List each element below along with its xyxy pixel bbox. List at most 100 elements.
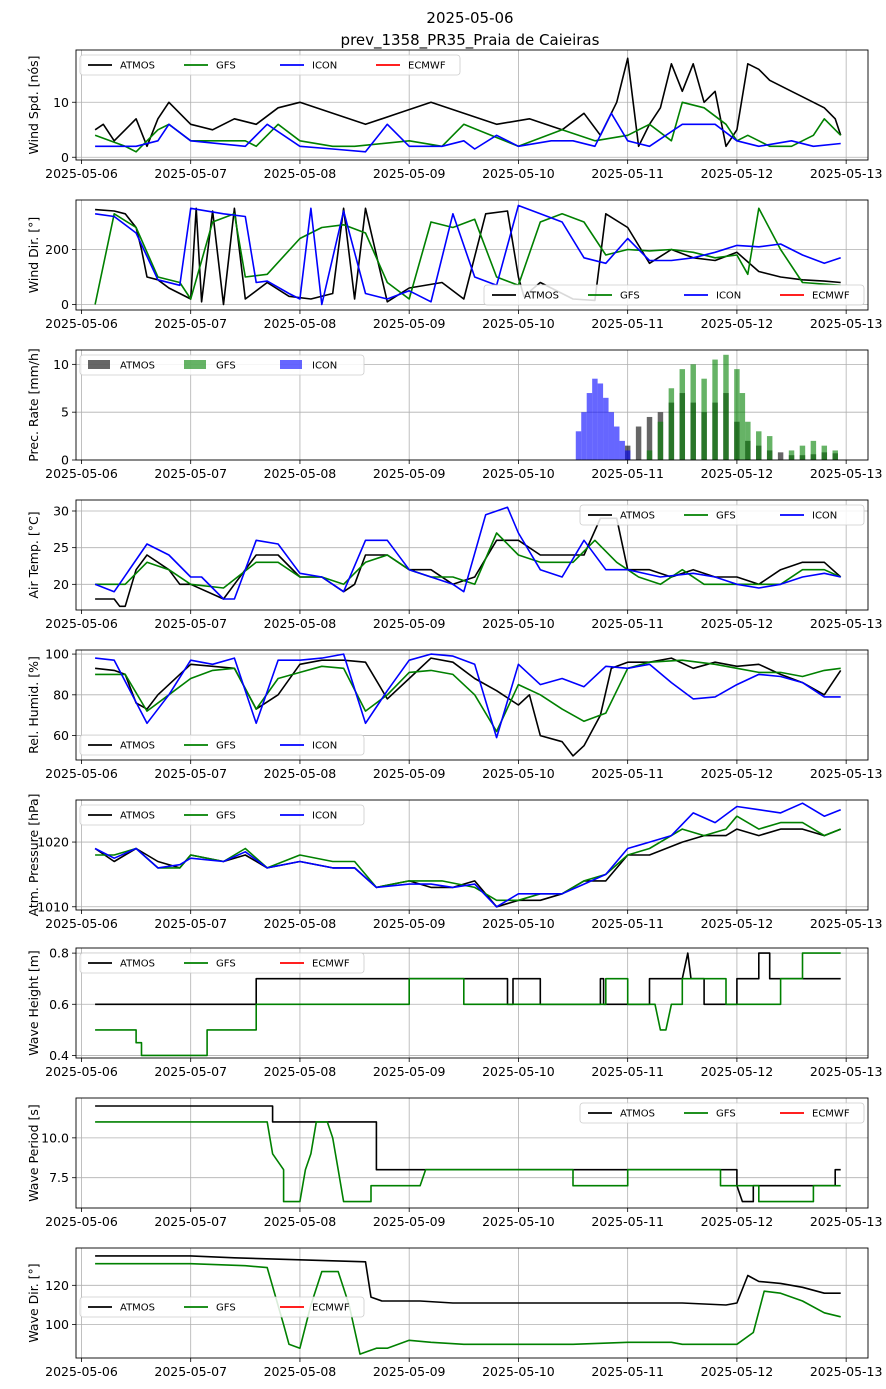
y-axis-label: Wind Spd. [nós] — [26, 56, 41, 155]
x-tick-label: 2025-05-10 — [482, 916, 555, 931]
panel-press: 2025-05-06 2025-05-07 2025-05-08 2025-05-09… — [26, 793, 882, 931]
y-tick-label: 100 — [45, 647, 69, 662]
x-tick-label: 2025-05-08 — [264, 316, 337, 331]
series-line-icon — [94, 506, 841, 600]
series-group — [94, 506, 842, 608]
legend-box — [483, 284, 865, 306]
legend-label-atmos: ATMOS — [120, 741, 155, 752]
series-group — [575, 354, 838, 460]
legend-label-gfs: GFS — [216, 361, 236, 372]
legend-label-atmos: ATMOS — [620, 511, 655, 522]
bar-icon — [597, 383, 604, 460]
bar-gfs — [810, 440, 817, 460]
panel-wdirw: 2025-05-06 2025-05-07 2025-05-08 2025-05-09… — [26, 1247, 882, 1379]
legend-label-atmos: ATMOS — [120, 361, 155, 372]
x-tick-label: 2025-05-13 — [810, 766, 883, 781]
legend-swatch-gfs — [184, 360, 206, 369]
figure-title-date: 2025-05-06 — [426, 9, 513, 27]
x-tick-label: 2025-05-06 — [45, 466, 118, 481]
x-tick-label: 2025-05-06 — [45, 616, 118, 631]
x-tick-label: 2025-05-07 — [154, 1064, 227, 1079]
bar-icon — [581, 412, 587, 460]
axes-frame — [75, 349, 869, 461]
legend: ATMOS GFS ICON ECMWF — [79, 54, 461, 76]
x-tick-label: 2025-05-12 — [701, 1214, 774, 1229]
bar-icon — [603, 397, 609, 460]
x-tick-label: 2025-05-13 — [810, 1214, 883, 1229]
series-line-gfs — [95, 659, 841, 733]
x-tick-label: 2025-05-07 — [154, 1364, 227, 1379]
series-line-atmos — [94, 57, 842, 148]
x-tick-label: 2025-05-06 — [45, 766, 118, 781]
legend: ATMOS GFS ECMWF — [579, 1102, 865, 1124]
axes-frame — [75, 499, 869, 611]
x-tick-label: 2025-05-06 — [45, 1214, 118, 1229]
bar-gfs — [832, 450, 838, 460]
y-axis-label: Air Temp. [°C] — [26, 511, 41, 598]
y-tick-label: 10.0 — [41, 1130, 69, 1145]
legend-label-atmos: ATMOS — [120, 811, 155, 822]
axes-frame — [75, 799, 869, 911]
x-tick-label: 2025-05-10 — [482, 1064, 555, 1079]
x-tick-label: 2025-05-09 — [373, 616, 446, 631]
legend-label-gfs: GFS — [716, 1109, 736, 1120]
legend-label-icon: ICON — [312, 811, 337, 822]
legend-label-gfs: GFS — [216, 61, 236, 72]
legend-label-gfs: GFS — [216, 1303, 236, 1314]
y-tick-label: 1020 — [37, 835, 69, 850]
y-tick-label: 0.6 — [49, 997, 69, 1012]
legend-label-gfs: GFS — [216, 741, 236, 752]
bar-gfs — [701, 378, 707, 460]
legend-label-icon: ICON — [812, 511, 837, 522]
bar-icon — [586, 393, 593, 460]
legend: ATMOS GFS ICON — [579, 504, 865, 526]
bar-gfs — [788, 450, 795, 460]
x-tick-label: 2025-05-11 — [591, 466, 664, 481]
x-tick-label: 2025-05-06 — [45, 1364, 118, 1379]
x-tick-label: 2025-05-09 — [373, 1064, 446, 1079]
series-group — [95, 653, 842, 757]
axes-frame — [75, 1097, 869, 1209]
bar-gfs — [756, 431, 762, 460]
y-axis-label: Atm. Pressure [hPa] — [26, 793, 41, 916]
legend: ATMOS GFS ICON — [79, 354, 365, 376]
bar-icon — [624, 450, 631, 460]
legend-box — [579, 504, 865, 526]
x-tick-label: 2025-05-12 — [701, 466, 774, 481]
legend-box — [79, 952, 365, 974]
legend-swatch-icon — [280, 360, 302, 369]
x-tick-label: 2025-05-08 — [264, 1214, 337, 1229]
legend-label-gfs: GFS — [216, 811, 236, 822]
x-tick-label: 2025-05-07 — [154, 916, 227, 931]
legend: ATMOS GFS ECMWF — [79, 952, 365, 974]
x-tick-label: 2025-05-09 — [373, 766, 446, 781]
panel-temp: 2025-05-06 2025-05-07 2025-05-08 2025-05-09… — [26, 499, 882, 631]
figure-title-station: prev_1358_PR35_Praia de Caieiras — [341, 31, 600, 50]
series-line-gfs — [95, 952, 841, 1057]
bar-icon — [614, 426, 620, 460]
bar-gfs — [712, 359, 718, 460]
x-tick-label: 2025-05-11 — [591, 616, 664, 631]
y-tick-label: 80 — [53, 687, 69, 702]
y-axis-label: Wave Dir. [°] — [26, 1263, 41, 1342]
legend-box — [79, 734, 365, 756]
bar-gfs — [799, 445, 806, 460]
bar-gfs — [734, 369, 740, 460]
panel-wper: 2025-05-06 2025-05-07 2025-05-08 2025-05-09… — [26, 1097, 883, 1229]
x-tick-label: 2025-05-07 — [154, 316, 227, 331]
x-tick-label: 2025-05-07 — [154, 766, 227, 781]
x-tick-label: 2025-05-09 — [373, 166, 446, 181]
bar-gfs — [723, 354, 729, 460]
series-line-icon — [94, 204, 841, 306]
x-tick-label: 2025-05-10 — [482, 1364, 555, 1379]
x-tick-label: 2025-05-11 — [591, 316, 664, 331]
x-tick-label: 2025-05-10 — [482, 466, 555, 481]
panels-container: 2025-05-06 2025-05-07 2025-05-08 2025-05-09… — [26, 49, 883, 1379]
x-tick-label: 2025-05-12 — [701, 766, 774, 781]
x-tick-label: 2025-05-12 — [701, 1064, 774, 1079]
y-axis-label: Rel. Humid. [%] — [26, 656, 41, 754]
legend-swatch-atmos — [88, 360, 110, 369]
legend-box — [79, 54, 461, 76]
y-axis-label: Wind Dir. [°] — [26, 217, 41, 293]
